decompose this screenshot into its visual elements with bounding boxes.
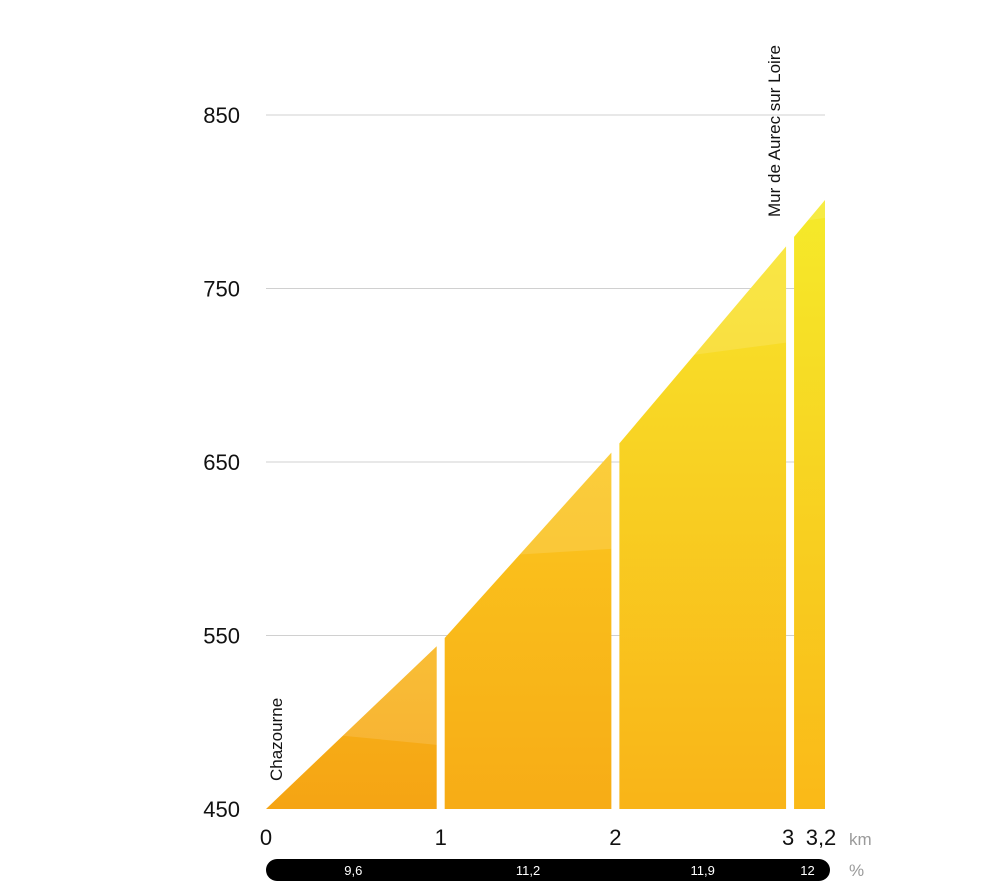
grade-bar: 9,6 11,2 11,9 12% — [266, 859, 864, 881]
grade-label: 11,9 — [691, 863, 715, 878]
x-tick-label: 2 — [609, 825, 621, 850]
profile-segment — [266, 646, 437, 809]
y-tick-label: 550 — [203, 624, 240, 649]
y-tick-label: 650 — [203, 450, 240, 475]
x-tick-label: 3 — [782, 825, 794, 850]
segment-highlight — [342, 646, 437, 745]
grade-label: 9,6 — [344, 863, 362, 878]
place-label-summit: Mur de Aurec sur Loire — [765, 45, 784, 217]
axis-labels: 850 750 650 550 450 0 1 2 3 3,2 km Chazourne Mur de … — [203, 45, 871, 850]
segment-highlight — [519, 452, 612, 555]
profile-segment — [619, 246, 787, 810]
y-tick-label: 850 — [203, 103, 240, 128]
profile-area — [266, 200, 825, 810]
y-tick-label: 750 — [203, 277, 240, 302]
grade-label: 11,2 — [516, 863, 540, 878]
grade-unit-label: % — [849, 861, 864, 880]
profile-segment — [444, 452, 612, 809]
grade-label: 12 — [800, 863, 814, 878]
x-tick-label: 1 — [435, 825, 447, 850]
x-tick-label: 3,2 — [806, 825, 837, 850]
profile-segment — [794, 200, 825, 809]
x-tick-label: 0 — [260, 825, 272, 850]
segment-highlight — [807, 200, 825, 221]
grade-bar-background — [266, 859, 830, 881]
segment-highlight — [694, 246, 787, 355]
x-unit-label: km — [849, 830, 872, 849]
place-label-start: Chazourne — [267, 698, 286, 781]
y-tick-label: 450 — [203, 797, 240, 822]
